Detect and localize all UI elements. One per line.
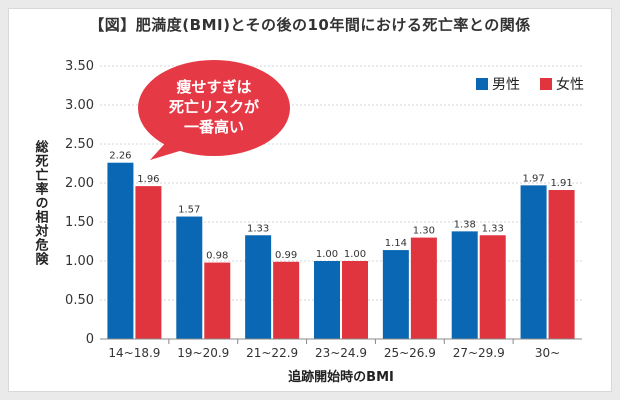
x-tick-label: 25~26.9 <box>384 346 436 360</box>
legend-swatch <box>540 78 552 90</box>
data-label: 1.00 <box>316 249 338 260</box>
callout-line: 一番高い <box>184 118 244 136</box>
bar-female-5 <box>479 235 506 339</box>
y-tick-label: 1.00 <box>65 254 94 269</box>
bar-female-6 <box>548 190 575 339</box>
bar-male-0 <box>107 162 134 339</box>
y-tick-label: 1.50 <box>65 215 94 230</box>
x-tick-label: 21~22.9 <box>246 346 298 360</box>
y-tick-label: 3.50 <box>65 59 94 74</box>
chart-title: 【図】肥満度(BMI)とその後の10年間における死亡率との関係 <box>89 16 531 34</box>
x-tick-label: 27~29.9 <box>453 346 505 360</box>
data-label: 2.26 <box>109 151 131 162</box>
y-axis-title: 総死亡率の相対危険 <box>33 139 50 266</box>
y-tick-label: 0 <box>86 332 94 347</box>
callout-line: 死亡リスクが <box>169 98 260 116</box>
bar-male-3 <box>314 261 340 339</box>
callout-line: 痩せすぎは <box>176 78 251 96</box>
bar-male-6 <box>520 185 547 339</box>
bars <box>107 162 575 339</box>
data-label: 1.00 <box>344 249 366 260</box>
bar-male-4 <box>382 250 409 339</box>
x-axis-ticks: 14~18.9 19~20.9 21~22.9 23~24.9 25~26.9 27~29… <box>108 339 560 360</box>
callout-ellipse <box>138 60 290 156</box>
data-label: 1.38 <box>454 219 476 230</box>
legend: 男性 女性 <box>476 76 584 93</box>
data-labels: 2.26 1.96 1.57 0.98 1.33 0.99 1.00 1.00 1.14 1.30… <box>109 151 572 262</box>
bar-female-4 <box>410 237 437 339</box>
data-label: 1.33 <box>482 223 504 234</box>
data-label: 1.57 <box>178 205 200 216</box>
data-label: 0.99 <box>275 250 297 261</box>
legend-swatch <box>476 78 488 90</box>
data-label: 1.33 <box>247 223 269 234</box>
y-axis-ticks: 0 0.50 1.00 1.50 2.00 2.50 3.00 3.50 <box>65 59 94 347</box>
bar-female-0 <box>135 186 162 339</box>
bar-male-2 <box>245 235 272 339</box>
legend-label: 女性 <box>556 76 584 93</box>
y-tick-label: 2.50 <box>65 137 94 152</box>
x-tick-label: 30~ <box>535 346 560 360</box>
data-label: 1.97 <box>522 173 544 184</box>
y-tick-label: 3.00 <box>65 98 94 113</box>
x-tick-label: 19~20.9 <box>177 346 229 360</box>
x-tick-label: 14~18.9 <box>108 346 160 360</box>
legend-label: 男性 <box>492 77 520 93</box>
x-tick-label: 23~24.9 <box>315 346 367 360</box>
data-label: 1.96 <box>137 174 159 185</box>
bar-female-3 <box>342 261 368 339</box>
y-axis-title-text: 総死亡率の相対危険 <box>33 139 50 266</box>
data-label: 1.91 <box>550 178 572 189</box>
data-label: 1.30 <box>413 226 435 237</box>
y-tick-label: 0.50 <box>65 293 94 308</box>
bar-female-2 <box>273 261 300 339</box>
data-label: 0.98 <box>206 251 228 262</box>
y-tick-label: 2.00 <box>65 176 94 191</box>
bar-male-5 <box>451 231 478 339</box>
x-axis-title: 追跡開始時のBMI <box>288 369 394 385</box>
data-label: 1.14 <box>385 238 407 249</box>
bar-male-1 <box>176 216 203 339</box>
bar-female-1 <box>204 262 231 339</box>
